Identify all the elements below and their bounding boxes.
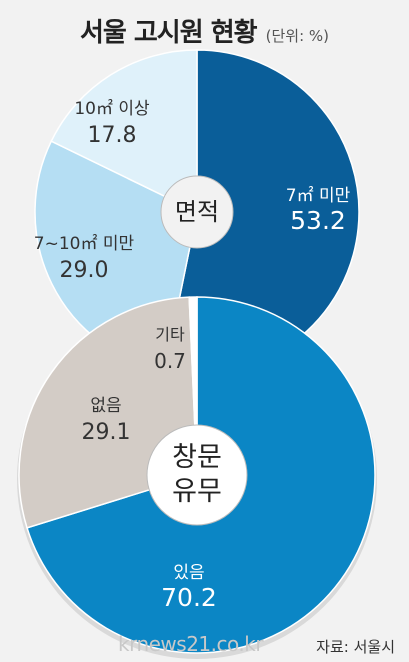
pie-center-label: 창문 유무 [172,442,222,507]
slice-value: 29.1 [82,420,131,445]
slice-label: 있음 [173,563,204,583]
pie-center [160,175,234,249]
slice-value: 29.0 [60,258,109,283]
slice-value: 53.2 [290,206,346,235]
slice-label: 7㎡ 미만 [286,186,351,206]
slice-label: 10㎡ 이상 [74,99,150,119]
chart-title: 서울 고시원 현황 (단위: %) [0,12,409,49]
watermark: krnews21.co.kr [118,632,264,656]
unit-text: (단위: %) [265,27,330,45]
pie-slice [50,49,198,214]
slice-value: 70.2 [161,583,217,612]
pie-center-label: 면적 [175,198,219,226]
slice-value: 17.8 [88,123,137,148]
pie-center [146,424,248,526]
title-text: 서울 고시원 현황 [79,18,258,48]
slice-label: 7~10㎡ 미만 [34,234,135,254]
slice-label: 없음 [90,396,121,416]
source-note: 자료: 서울시 [316,638,395,656]
slice-value: 0.7 [154,349,186,373]
slice-label: 기타 [155,325,185,344]
